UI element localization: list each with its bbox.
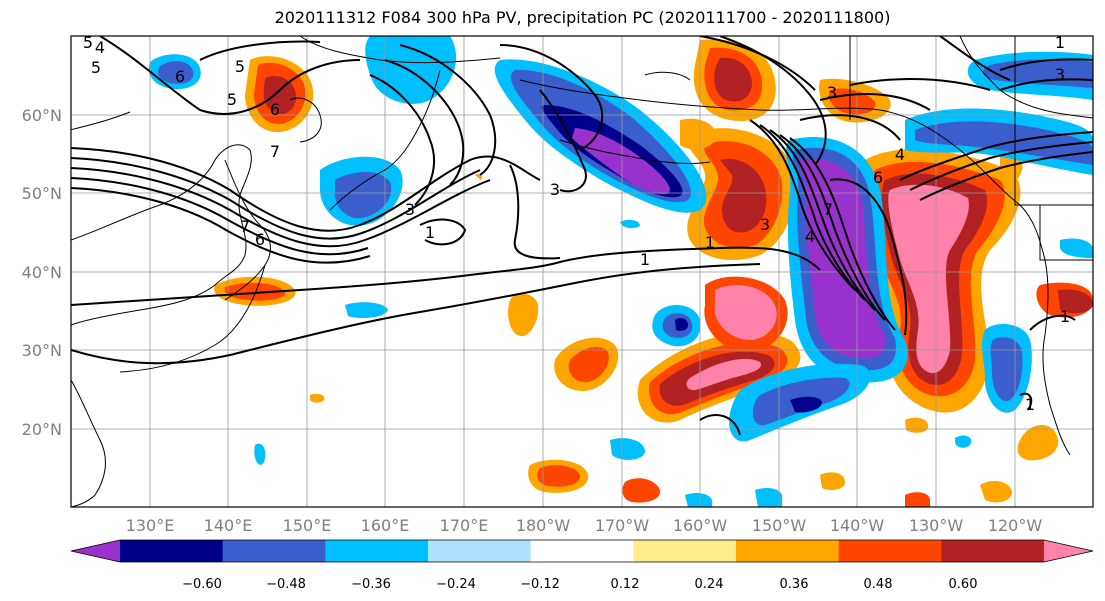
lat-label: 30°N [22,341,62,360]
colorbar-tick-label: −0.24 [436,577,476,592]
colorbar-segment [941,540,1045,562]
colorbar-tick-label: 0.24 [695,577,724,592]
colorbar-segment [736,540,840,562]
lon-label: 170°W [595,516,650,535]
lat-label: 60°N [22,106,62,125]
pv-contour-label: 1 [1055,33,1065,52]
colorbar-tick-label: −0.36 [351,577,391,592]
pv-contour-label: 3 [827,83,837,102]
pv-contour-label: 6 [873,168,883,187]
colorbar-tick-label: −0.60 [182,577,222,592]
pv-contour-label: 1 [1025,395,1035,414]
lat-label: 40°N [22,263,62,282]
pv-contour-label: 5 [83,33,93,52]
lon-label: 140°W [830,516,885,535]
colorbar [70,539,1094,563]
lon-label: 160°W [673,516,728,535]
pv-contour-label: 7 [823,200,833,219]
lon-label: 150°W [752,516,807,535]
lon-label: 120°W [988,516,1043,535]
colorbar-tick-label: 0.60 [949,577,978,592]
colorbar-tick-label: 0.48 [864,577,893,592]
lat-label: 20°N [22,420,62,439]
lon-label: 130°E [126,516,175,535]
pv-contour-label: 4 [895,145,905,164]
pv-contour-label: 5 [227,90,237,109]
colorbar-extend-min [71,540,120,562]
pv-contour-label: 3 [1055,65,1065,84]
colorbar-ticks: −0.60 −0.48 −0.36 −0.24 −0.12 0.12 0.24 … [182,577,977,592]
colorbar-segment [633,540,737,562]
pv-contour-label: 3 [550,180,560,199]
coastlines [71,36,1093,507]
pv-contour-label: 1 [705,233,715,252]
pv-contour-label: 1 [425,223,435,242]
pv-contour-label: 6 [255,230,265,249]
colorbar-segment [325,540,429,562]
pv-contour-label: 6 [175,67,185,86]
pv-contour-label: 6 [270,100,280,119]
pv-contour-label: 1 [640,250,650,269]
precip-positive-anomalies [214,39,1093,507]
lon-label: 150°E [283,516,332,535]
lon-label: 140°E [204,516,253,535]
map-frame [70,35,1094,508]
colorbar-segment [222,540,326,562]
pv-contour-label: 3 [405,200,415,219]
pv-contour-label: 5 [235,57,245,76]
colorbar-tick-label: −0.12 [520,577,560,592]
map-title: 2020111312 F084 300 hPa PV, precipitatio… [274,8,891,27]
lat-label: 50°N [22,184,62,203]
lon-label: 180°W [516,516,571,535]
colorbar-tick-label: 0.12 [611,577,640,592]
longitude-labels: 130°E 140°E 150°E 160°E 170°E 180°W 170°… [126,516,1043,535]
pv-contour-label: 4 [805,227,815,246]
colorbar-tick-label: 0.36 [780,577,809,592]
pv-contour-label: 1 [1060,307,1070,326]
lon-label: 170°E [440,516,489,535]
pv-contour-label: 3 [760,215,770,234]
colorbar-segment [838,540,942,562]
pv-contour-label: 5 [91,58,101,77]
colorbar-extend-max [1044,540,1093,562]
pv-contour-label: 7 [240,217,250,236]
colorbar-segment [428,540,532,562]
pv-contours [71,36,1093,436]
colorbar-segment [530,540,634,562]
lon-label: 160°E [361,516,410,535]
pv-contour-label: 4 [95,38,105,57]
latitude-labels: 60°N 50°N 40°N 30°N 20°N [22,106,62,439]
colorbar-outline [70,539,1094,563]
pv-contour-label: 7 [270,142,280,161]
colorbar-tick-label: −0.48 [266,577,306,592]
colorbar-segment [120,540,224,562]
lon-label: 130°W [909,516,964,535]
